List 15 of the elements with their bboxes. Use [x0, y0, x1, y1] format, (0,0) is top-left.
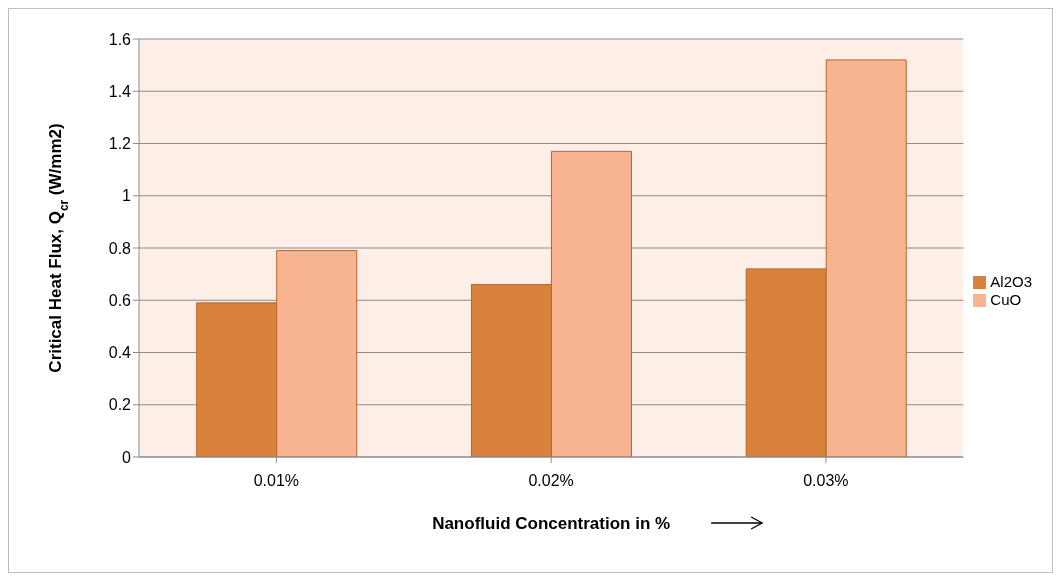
x-tick-label: 0.02% — [528, 472, 574, 490]
legend-label: Al2O3 — [990, 272, 1032, 290]
x-axis-title: Nanofluid Concentration in % — [432, 514, 671, 533]
x-tick-label: 0.01% — [253, 472, 300, 490]
y-tick-label: 0.4 — [108, 344, 132, 362]
x-tick-label: 0.03% — [803, 472, 849, 490]
legend-label: CuO — [990, 290, 1022, 308]
y-tick-label: 0.6 — [108, 291, 132, 309]
y-tick-label: 1.2 — [108, 135, 132, 153]
y-tick-label: 1 — [122, 187, 132, 205]
y-tick-label: 0.2 — [108, 396, 132, 414]
y-tick-label: 1.6 — [108, 30, 132, 48]
y-tick-label: 0.8 — [108, 239, 132, 257]
y-tick-label: 1.4 — [108, 82, 132, 100]
y-tick-label: 0 — [122, 448, 132, 466]
